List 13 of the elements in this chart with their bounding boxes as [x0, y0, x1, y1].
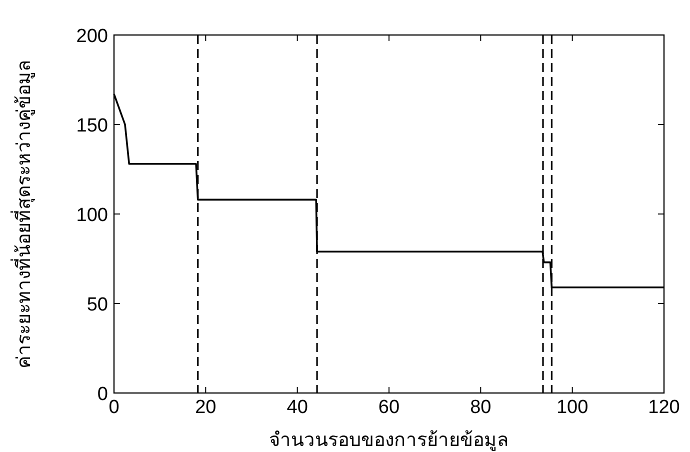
x-tick-label: 20	[195, 397, 216, 418]
y-tick-label: 0	[97, 384, 108, 405]
x-tick-label: 120	[648, 397, 680, 418]
x-tick-label: 100	[556, 397, 588, 418]
x-tick-label: 60	[378, 397, 400, 418]
y-tick-label: 200	[76, 26, 108, 47]
y-tick-label: 50	[86, 294, 108, 316]
y-tick-label: 100	[76, 205, 108, 226]
y-tick-label: 150	[76, 116, 108, 136]
x-tick-label: 40	[286, 397, 308, 418]
x-tick-label: 80	[470, 397, 492, 418]
y-axis-title: ค่าระยะทางที่น้อยที่สุดระหว่างคู่ข้อมูล	[10, 60, 36, 368]
x-axis-title: จำนวนรอบของการย้ายข้อมูล	[269, 429, 509, 451]
